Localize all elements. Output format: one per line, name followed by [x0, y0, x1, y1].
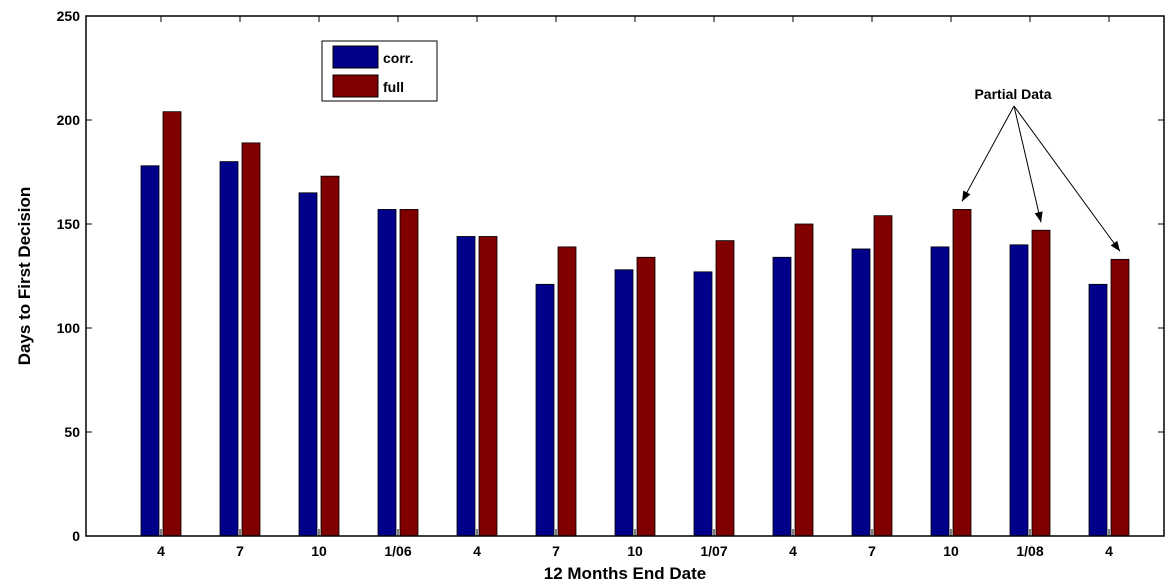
bar-full-4 — [478, 236, 498, 537]
x-tick-label: 4 — [1105, 543, 1113, 559]
y-axis-title: Days to First Decision — [15, 187, 34, 366]
y-tick-label: 100 — [57, 320, 81, 336]
x-tick-label: 10 — [627, 543, 643, 559]
bar-corr-3 — [377, 209, 397, 537]
bar-corr-0 — [140, 165, 160, 537]
x-tick-label: 4 — [789, 543, 797, 559]
bar-full-7 — [715, 240, 735, 537]
annotation-arrow-line — [1013, 105, 1042, 223]
legend-label-corr: corr. — [383, 50, 413, 66]
y-axis: 0 50 100 150 200 250 — [57, 8, 1164, 544]
annotation-arrow-line — [1013, 105, 1121, 252]
y-tick-label: 0 — [72, 528, 80, 544]
bar-corr-11 — [1009, 244, 1029, 537]
x-tick-label: 10 — [311, 543, 327, 559]
annotation-arrow-line — [961, 105, 1015, 202]
x-tick-label: 7 — [236, 543, 244, 559]
x-axis-title: 12 Months End Date — [544, 564, 706, 583]
annotation-arrowhead — [1034, 211, 1043, 223]
bar-corr-2 — [298, 192, 318, 537]
x-tick-label: 4 — [157, 543, 165, 559]
x-tick-label: 1/06 — [384, 543, 411, 559]
x-tick-label: 10 — [943, 543, 959, 559]
x-tick-label: 7 — [552, 543, 560, 559]
bar-full-12 — [1110, 258, 1130, 537]
bar-full-8 — [794, 223, 814, 537]
y-tick-label: 50 — [64, 424, 80, 440]
bar-corr-8 — [772, 256, 792, 537]
legend: corr. full — [321, 40, 438, 102]
x-tick-label: 4 — [473, 543, 481, 559]
y-tick-label: 200 — [57, 112, 81, 128]
annotation-arrows — [961, 105, 1121, 252]
bar-full-5 — [557, 246, 577, 537]
bar-full-2 — [320, 175, 340, 537]
legend-swatch-corr — [332, 45, 379, 69]
bar-full-0 — [162, 111, 182, 537]
bar-corr-1 — [219, 161, 239, 537]
bar-full-9 — [873, 215, 893, 537]
plot-frame — [85, 15, 1165, 537]
x-axis: 4 7 10 1/06 4 7 10 1/07 4 7 10 1/08 4 — [157, 16, 1113, 559]
x-tick-label: 1/08 — [1016, 543, 1043, 559]
x-tick-label: 7 — [868, 543, 876, 559]
bar-corr-12 — [1088, 283, 1108, 537]
annotation-arrowhead — [962, 190, 971, 202]
y-tick-label: 250 — [57, 8, 81, 24]
y-tick-label: 150 — [57, 216, 81, 232]
bar-full-10 — [952, 209, 972, 537]
annotation-text: Partial Data — [974, 86, 1051, 102]
x-tick-label: 1/07 — [700, 543, 727, 559]
annotation-arrowhead — [1110, 240, 1120, 252]
bar-corr-4 — [456, 236, 476, 537]
bar-corr-5 — [535, 283, 555, 537]
annotation-partial-data: Partial Data — [961, 86, 1121, 252]
bar-full-6 — [636, 256, 656, 537]
bars-layer — [140, 111, 1130, 537]
legend-label-full: full — [383, 79, 404, 95]
bar-full-1 — [241, 142, 261, 537]
bar-full-11 — [1031, 229, 1051, 537]
bar-full-3 — [399, 209, 419, 537]
bar-corr-9 — [851, 248, 871, 537]
legend-swatch-full — [332, 74, 379, 98]
bar-corr-7 — [693, 271, 713, 537]
bar-corr-10 — [930, 246, 950, 537]
bar-corr-6 — [614, 269, 634, 537]
